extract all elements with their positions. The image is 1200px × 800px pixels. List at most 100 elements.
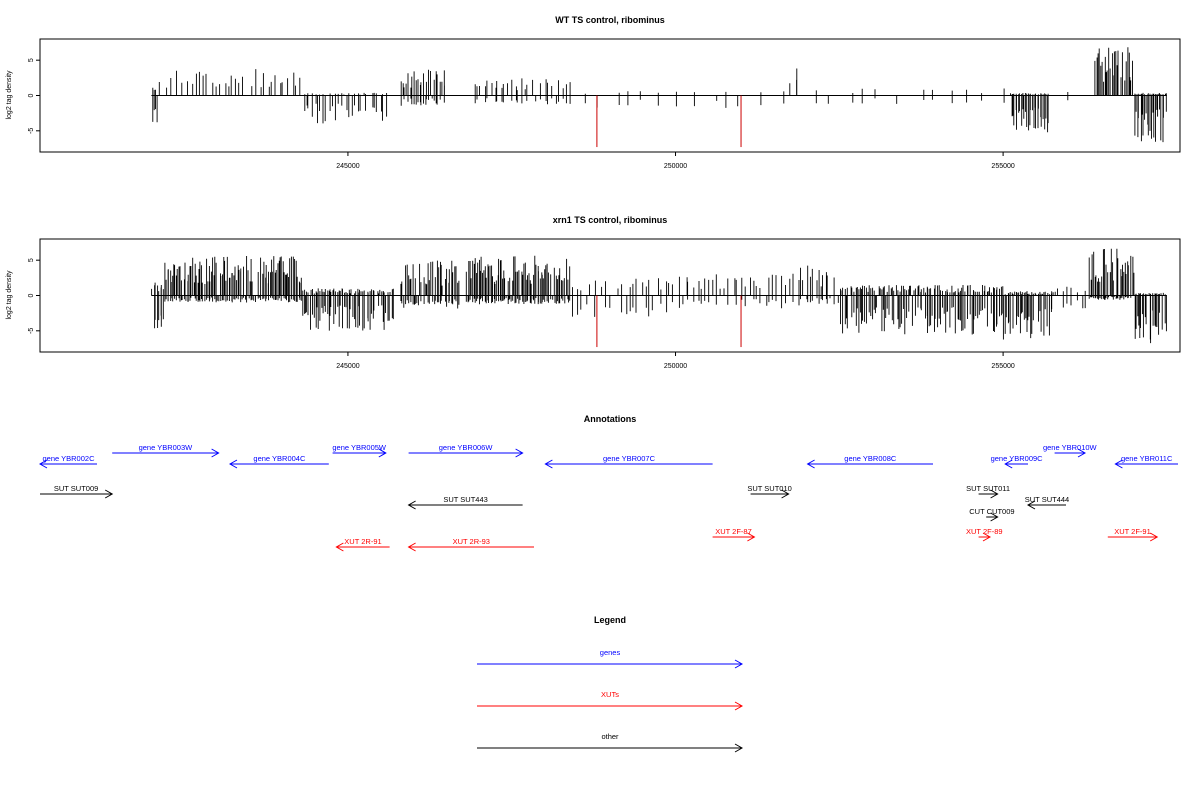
annotation-arrow-arrowhead [228, 459, 238, 469]
xrn1-track-panel: xrn1 TS control, ribominus log2 tag dens… [6, 215, 1181, 370]
annotation-arrow-arrowhead [990, 489, 999, 499]
wt-y-tick-label: 5 [28, 58, 35, 62]
xrn1-track-title: xrn1 TS control, ribominus [553, 215, 668, 225]
wt-density-bars [815, 88, 1005, 104]
annotation-arrow-arrowhead [1149, 532, 1159, 542]
annotation-arrow-arrowhead [1004, 459, 1013, 469]
annotation-label: SUT SUT009 [54, 484, 98, 493]
annotation-arrow-arrowhead [544, 459, 553, 469]
annotation-gene: gene YBR002C [38, 454, 97, 469]
annotation-xut: XUT 2F-91 [1107, 527, 1159, 542]
xrn1-density-bars [1057, 286, 1086, 309]
annotation-label: SUT SUT010 [747, 484, 791, 493]
wt-density-bars [1010, 93, 1049, 133]
annotation-gene: gene YBR011C [1114, 454, 1178, 469]
legend-label: XUTs [601, 690, 619, 699]
annotation-gene: gene YBR004C [228, 454, 329, 469]
wt-bars [152, 47, 1167, 143]
annotation-features: gene YBR002C gene YBR003W gene YBR004C gene… [38, 443, 1178, 552]
annotation-xut: XUT 2F-87 [712, 527, 756, 542]
annotation-label: SUT SUT443 [443, 495, 487, 504]
xrn1-density-bars [164, 256, 302, 303]
annotation-label: SUT SUT011 [966, 484, 1010, 493]
legend-label: other [601, 732, 619, 741]
wt-density-bars [1094, 47, 1133, 96]
annotations-title: Annotations [584, 414, 637, 424]
annotation-label: gene YBR011C [1121, 454, 1173, 463]
annotation-other: SUT SUT011 [966, 484, 1010, 499]
annotation-arrow-arrowhead [378, 448, 387, 458]
annotation-label: gene YBR006W [439, 443, 494, 452]
annotation-arrow-arrowhead [407, 500, 416, 510]
xrn1-y-axis-label: log2 tag density [6, 270, 13, 320]
legend-arrow-arrowhead [734, 659, 744, 669]
legend-arrow-arrowhead [734, 701, 744, 711]
legend-arrow-arrowhead [734, 743, 744, 753]
xrn1-density-bars [1134, 292, 1167, 344]
xrn1-density-bars [800, 265, 839, 305]
xrn1-axes: 245000 250000 255000 -5 0 5 [28, 258, 1167, 370]
annotation-gene: gene YBR003W [112, 443, 220, 458]
annotation-label: XUT 2R-93 [453, 537, 490, 546]
legend-item-gene: genes [477, 648, 744, 669]
wt-axes: 245000 250000 255000 -5 0 5 [28, 58, 1167, 170]
xrn1-x-tick-label: 245000 [336, 363, 359, 370]
legend-panel: Legend genes XUTs other [477, 615, 744, 753]
annotation-gene: gene YBR006W [408, 443, 524, 458]
annotation-xut: XUT 2F-89 [966, 527, 1003, 542]
annotation-label: gene YBR007C [603, 454, 656, 463]
annotation-label: gene YBR010W [1043, 443, 1098, 452]
annotation-arrow-arrowhead [990, 512, 999, 522]
wt-density-bars [584, 91, 785, 108]
annotation-arrow-arrowhead [335, 542, 344, 552]
annotation-label: XUT 2F-91 [1114, 527, 1151, 536]
annotation-arrow-arrowhead [806, 459, 815, 469]
annotation-gene: gene YBR008C [806, 454, 933, 469]
annotation-arrow-arrowhead [1114, 459, 1123, 469]
annotation-gene: gene YBR009C [991, 454, 1044, 469]
annotation-label: XUT 2R-91 [344, 537, 381, 546]
wt-y-axis-label: log2 tag density [6, 70, 13, 120]
annotation-label: gene YBR009C [991, 454, 1044, 463]
legend-label: genes [600, 648, 621, 657]
wt-track-panel: WT TS control, ribominus log2 tag densit… [6, 15, 1181, 170]
annotation-label: gene YBR004C [253, 454, 306, 463]
xrn1-density-bars [840, 285, 1004, 335]
wt-y-tick-label: -5 [28, 128, 35, 134]
annotation-label: XUT 2F-89 [966, 527, 1003, 536]
annotation-gene: gene YBR007C [544, 454, 713, 469]
legend-items: genes XUTs other [477, 648, 744, 753]
annotation-arrow-arrowhead [982, 532, 992, 542]
wt-density-bars [304, 92, 388, 124]
legend-title: Legend [594, 615, 626, 625]
annotation-arrow-arrowhead [104, 489, 114, 499]
annotation-arrow-arrowhead [1077, 448, 1087, 458]
annotation-arrow-arrowhead [747, 532, 756, 542]
annotation-arrow-arrowhead [211, 448, 220, 458]
wt-density-bars [1134, 92, 1167, 143]
wt-density-bars [158, 69, 301, 96]
annotation-label: CUT CUT009 [969, 507, 1014, 516]
annotation-arrow-arrowhead [781, 489, 790, 499]
xrn1-bars [151, 248, 1167, 344]
xrn1-x-tick-label: 250000 [664, 363, 687, 370]
xrn1-density-bars [302, 288, 394, 331]
annotation-other: CUT CUT009 [969, 507, 1015, 522]
annotation-arrow-arrowhead [407, 542, 416, 552]
annotation-label: gene YBR005W [332, 443, 387, 452]
annotation-arrow-arrowhead [1026, 500, 1036, 510]
wt-x-tick-label: 250000 [664, 163, 687, 170]
xrn1-density-bars [1088, 248, 1135, 300]
legend-item-xut: XUTs [477, 690, 744, 711]
wt-x-tick-label: 255000 [991, 163, 1014, 170]
annotation-other: SUT SUT444 [1025, 495, 1069, 510]
annotation-label: gene YBR003W [139, 443, 194, 452]
wt-x-tick-label: 245000 [336, 163, 359, 170]
wt-density-bars [789, 68, 798, 96]
annotation-xut: XUT 2R-93 [407, 537, 534, 552]
annotation-label: gene YBR002C [43, 454, 96, 463]
xrn1-y-tick-label: 5 [28, 258, 35, 262]
annotation-gene: gene YBR010W [1043, 443, 1098, 458]
